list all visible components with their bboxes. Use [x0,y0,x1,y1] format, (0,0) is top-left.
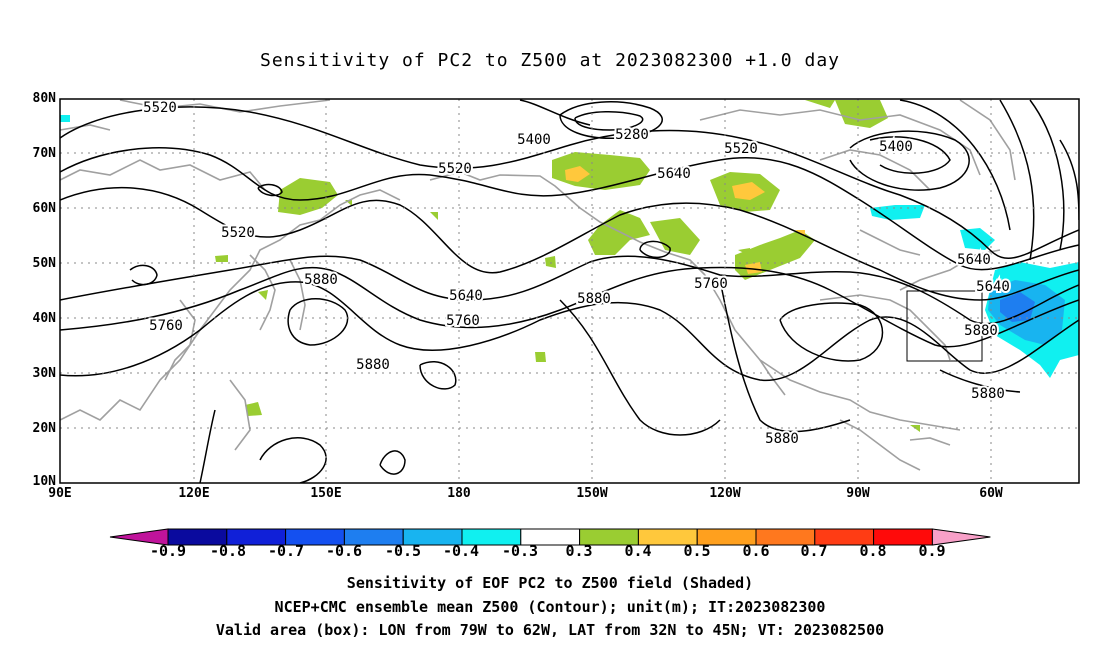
lat-lon-grid [60,99,1079,483]
colorbar-tick-label: 0.3 [565,542,593,560]
caption-contour: NCEP+CMC ensemble mean Z500 (Contour); u… [274,598,826,616]
lat-tick-label: 20N [32,421,56,436]
lat-tick-label: 80N [32,91,56,106]
negative-sensitivity-shading [60,115,1079,378]
lon-tick-label: 90E [48,486,72,501]
contour-label: 5520 [143,100,177,116]
contour-label: 5640 [449,288,483,304]
contour-label: 5520 [724,141,758,157]
contour-label: 5880 [964,323,998,339]
contour-label: 5880 [304,272,338,288]
contour-label: 5760 [149,318,183,334]
lon-tick-label: 150E [310,486,342,501]
colorbar-tick-label: -0.7 [267,542,305,560]
colorbar-tick-label: -0.4 [442,542,480,560]
lon-tick-label: 150W [576,486,608,501]
lon-tick-label: 60W [979,486,1003,501]
colorbar [109,528,991,546]
colorbar-tick-label: -0.8 [209,542,247,560]
valid-area-box [906,290,983,362]
contour-label: 5640 [957,252,991,268]
contour-label: 5640 [657,166,691,182]
map-frame [59,98,1080,484]
contour-label: 5880 [577,291,611,307]
contour-label: 5640 [976,279,1010,295]
colorbar-tick-label: 0.5 [683,542,711,560]
colorbar-tick-label: -0.5 [384,542,422,560]
z500-contours [60,99,1079,483]
colorbar-tick-label: 0.7 [800,542,828,560]
colorbar-tick-label: -0.9 [149,542,187,560]
contour-label: 5520 [221,225,255,241]
contour-label: 5520 [438,161,472,177]
lat-tick-label: 60N [32,201,56,216]
map-title: Sensitivity of PC2 to Z500 at 2023082300… [259,50,840,71]
colorbar-tick-label: -0.6 [325,542,363,560]
contour-label: 5400 [517,132,551,148]
lon-tick-label: 120E [178,486,210,501]
lat-tick-label: 40N [32,311,56,326]
colorbar-tick-label: 0.9 [918,542,946,560]
lon-tick-label: 90W [846,486,870,501]
lon-tick-label: 180 [447,486,471,501]
high-sensitivity-shading [565,166,805,274]
contour-label: 5280 [615,127,649,143]
lat-tick-label: 10N [32,474,56,489]
caption-valid-area: Valid area (box): LON from 79W to 62W, L… [215,621,885,639]
colorbar-tick-label: 0.6 [742,542,770,560]
positive-sensitivity-shading [215,100,920,432]
contour-label: 5400 [879,139,913,155]
contour-label: 5880 [765,431,799,447]
contour-label: 5760 [446,313,480,329]
lat-tick-label: 30N [32,366,56,381]
colorbar-tick-label: 0.8 [859,542,887,560]
colorbar-tick-label: 0.4 [624,542,652,560]
colorbar-tick-label: -0.3 [501,542,539,560]
lat-tick-label: 70N [32,146,56,161]
contour-label: 5880 [971,386,1005,402]
lat-tick-label: 50N [32,256,56,271]
contour-label: 5880 [356,357,390,373]
colorbar-max-arrow [931,528,991,546]
lon-tick-label: 120W [709,486,741,501]
coastlines [60,99,1016,471]
contour-label: 5760 [694,276,728,292]
caption-shaded: Sensitivity of EOF PC2 to Z500 field (Sh… [346,574,754,592]
